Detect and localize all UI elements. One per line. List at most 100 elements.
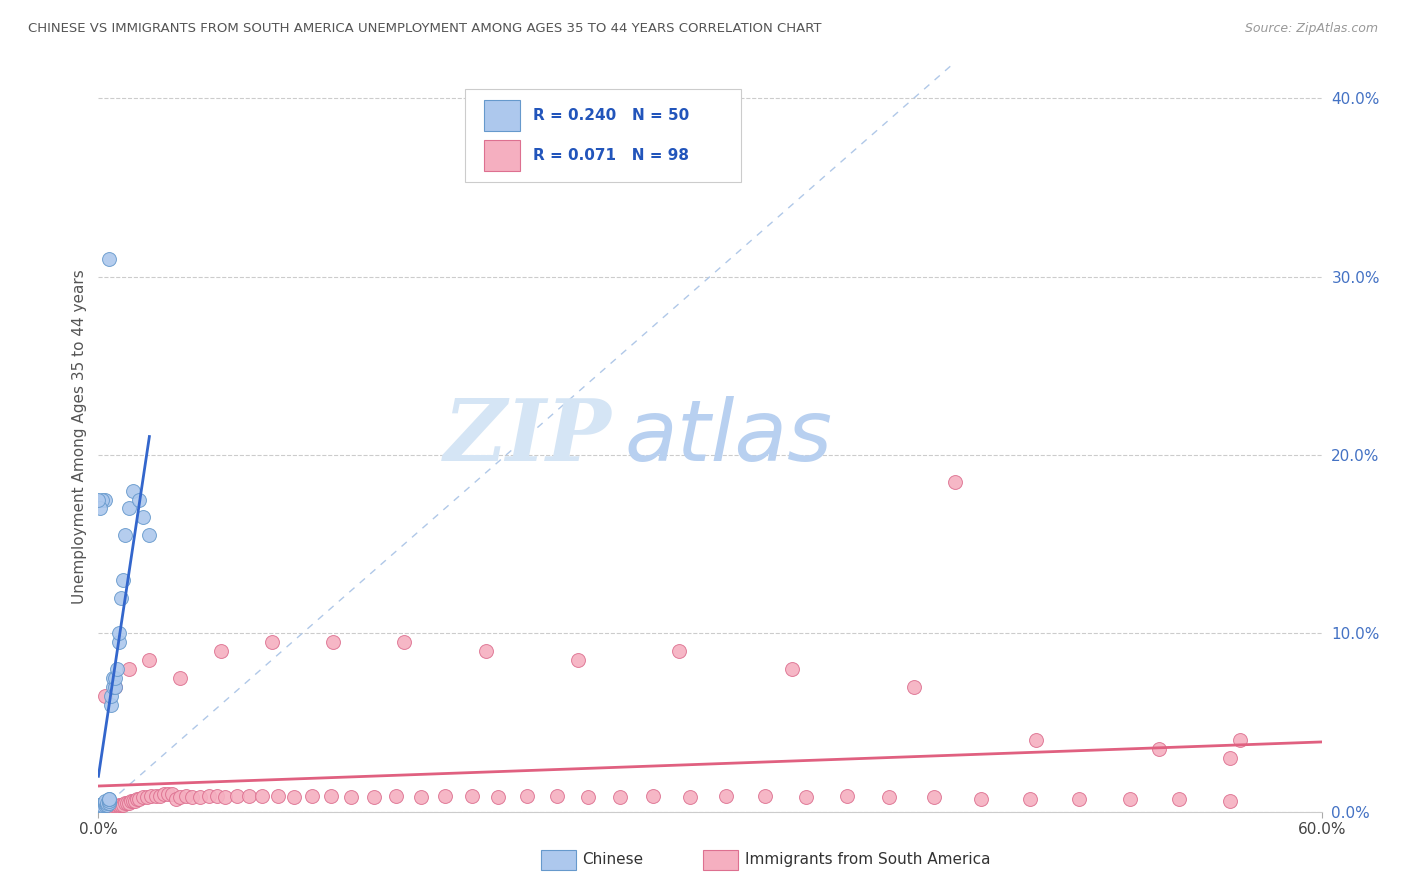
Point	[104, 671, 127, 685]
Text: Chinese: Chinese	[582, 853, 643, 867]
Point	[156, 787, 179, 801]
Point	[679, 790, 702, 805]
Point	[87, 805, 110, 819]
Point	[460, 789, 482, 803]
Point	[93, 794, 115, 808]
Point	[169, 671, 191, 685]
Point	[238, 789, 260, 803]
Point	[128, 492, 150, 507]
Point	[780, 662, 803, 676]
Point	[87, 805, 110, 819]
Text: ZIP: ZIP	[444, 395, 612, 479]
Point	[138, 528, 160, 542]
Point	[149, 789, 172, 803]
Point	[609, 790, 631, 805]
Point	[169, 790, 191, 805]
Bar	[484, 100, 520, 131]
Point	[101, 671, 124, 685]
Point	[516, 789, 538, 803]
Point	[754, 789, 776, 803]
Point	[89, 805, 111, 819]
Point	[197, 789, 219, 803]
Point	[903, 680, 925, 694]
Point	[922, 790, 945, 805]
Point	[209, 644, 232, 658]
Point	[160, 787, 183, 801]
Point	[114, 528, 136, 542]
Point	[97, 801, 120, 815]
Point	[1119, 792, 1142, 806]
Point	[87, 805, 110, 819]
Point	[93, 492, 115, 507]
Point	[118, 662, 141, 676]
Point	[87, 801, 110, 815]
Point	[89, 801, 111, 815]
Point	[136, 790, 159, 805]
Point	[105, 662, 128, 676]
Point	[87, 801, 110, 815]
Point	[943, 475, 966, 489]
Point	[97, 803, 120, 817]
Point	[93, 796, 115, 810]
Point	[132, 510, 155, 524]
Point	[97, 792, 120, 806]
Point	[108, 799, 131, 814]
Point	[87, 805, 110, 819]
Point	[87, 805, 110, 819]
Point	[1019, 792, 1042, 806]
Point	[87, 805, 110, 819]
Point	[97, 792, 120, 806]
Point	[114, 796, 136, 810]
Point	[89, 501, 111, 516]
Point	[97, 796, 120, 810]
Point	[970, 792, 993, 806]
Point	[668, 644, 690, 658]
Text: Source: ZipAtlas.com: Source: ZipAtlas.com	[1244, 22, 1378, 36]
Point	[794, 790, 817, 805]
Point	[96, 796, 118, 810]
Point	[101, 801, 124, 815]
Point	[108, 797, 131, 812]
Point	[181, 790, 204, 805]
Point	[1025, 733, 1047, 747]
Point	[226, 789, 249, 803]
Point	[879, 790, 901, 805]
Point	[165, 792, 187, 806]
Point	[101, 799, 124, 814]
Point	[152, 787, 174, 801]
Text: R = 0.240   N = 50: R = 0.240 N = 50	[533, 108, 689, 123]
Point	[111, 797, 134, 812]
Point	[1067, 792, 1090, 806]
Point	[100, 801, 122, 815]
Text: Immigrants from South America: Immigrants from South America	[745, 853, 991, 867]
Point	[96, 797, 118, 812]
Point	[87, 492, 110, 507]
Point	[89, 803, 111, 817]
Point	[118, 501, 141, 516]
Point	[100, 698, 122, 712]
Point	[319, 789, 342, 803]
Point	[100, 799, 122, 814]
Point	[104, 680, 127, 694]
Point	[1219, 794, 1241, 808]
Point	[835, 789, 858, 803]
Point	[104, 799, 127, 814]
Point	[128, 792, 150, 806]
Point	[93, 801, 115, 815]
Point	[87, 805, 110, 819]
Point	[138, 653, 160, 667]
Point	[260, 635, 283, 649]
Point	[87, 803, 110, 817]
Point	[105, 799, 128, 814]
FancyBboxPatch shape	[465, 88, 741, 182]
Point	[115, 796, 138, 810]
Text: CHINESE VS IMMIGRANTS FROM SOUTH AMERICA UNEMPLOYMENT AMONG AGES 35 TO 44 YEARS : CHINESE VS IMMIGRANTS FROM SOUTH AMERICA…	[28, 22, 821, 36]
Point	[104, 801, 127, 815]
Point	[91, 803, 114, 817]
Point	[120, 794, 142, 808]
Point	[87, 799, 110, 814]
Point	[104, 680, 127, 694]
Point	[205, 789, 228, 803]
Point	[1229, 733, 1251, 747]
Point	[641, 789, 664, 803]
